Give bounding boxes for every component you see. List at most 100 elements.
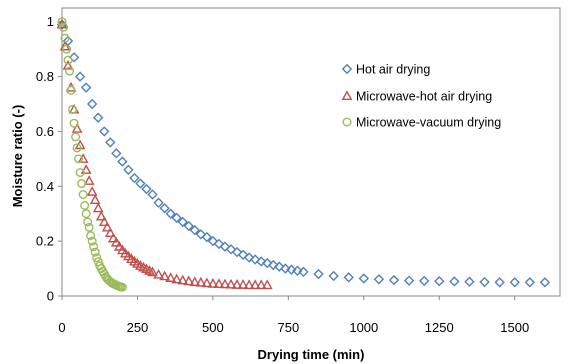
- data-point-circle: [89, 242, 99, 252]
- data-point-diamond: [388, 274, 400, 286]
- data-point-diamond: [68, 52, 80, 63]
- data-point-diamond: [358, 273, 370, 284]
- data-point-diamond: [117, 156, 128, 167]
- data-point-triangle: [237, 279, 249, 289]
- data-point-diamond: [524, 277, 536, 288]
- x-tick-label: 750: [278, 320, 300, 335]
- data-point-diamond: [183, 220, 194, 232]
- x-tick-label: 1250: [425, 320, 454, 335]
- legend-marker-diamond: [341, 63, 353, 75]
- data-point-circle: [77, 179, 87, 189]
- data-point-diamond: [449, 276, 460, 287]
- data-point-triangle: [249, 279, 261, 290]
- data-point-triangle: [107, 232, 119, 243]
- data-point-diamond: [74, 71, 86, 82]
- data-point-circle: [71, 132, 81, 142]
- data-point-triangle: [95, 210, 107, 221]
- data-point-diamond: [86, 98, 98, 110]
- legend-label: Microwave-hot air drying: [356, 90, 492, 104]
- y-tick-label: 0.6: [36, 124, 54, 139]
- data-point-diamond: [105, 137, 116, 148]
- data-point-diamond: [298, 266, 309, 278]
- data-point-triangle: [62, 59, 74, 70]
- data-point-diamond: [292, 265, 303, 276]
- data-point-circle: [87, 236, 97, 246]
- data-point-triangle: [77, 153, 89, 163]
- data-point-triangle: [189, 276, 201, 287]
- data-point-circle: [90, 247, 100, 257]
- data-point-circle: [59, 22, 69, 32]
- data-point-triangle: [98, 216, 110, 227]
- x-tick-label: 250: [127, 320, 149, 335]
- data-point-diamond: [286, 264, 297, 275]
- data-point-diamond: [225, 244, 237, 255]
- data-point-diamond: [434, 275, 445, 287]
- data-series: [56, 17, 551, 292]
- legend-marker-circle: [342, 117, 352, 127]
- data-point-triangle: [261, 279, 273, 290]
- data-point-triangle: [153, 268, 164, 279]
- data-point-diamond: [171, 212, 182, 224]
- data-point-circle: [75, 168, 85, 178]
- data-point-triangle: [71, 123, 83, 133]
- data-point-diamond: [135, 178, 146, 189]
- data-point-diamond: [80, 82, 92, 93]
- data-point-circle: [65, 66, 75, 76]
- data-point-diamond: [93, 112, 104, 123]
- data-point-triangle: [213, 278, 225, 288]
- data-point-diamond: [159, 203, 170, 214]
- data-point-triangle: [243, 279, 255, 290]
- y-axis-ticks: 0 0.2 0.4 0.6 0.8 1: [36, 14, 62, 304]
- data-point-triangle: [195, 276, 207, 287]
- data-point-diamond: [231, 246, 243, 258]
- data-point-circle: [72, 143, 82, 153]
- data-point-diamond: [373, 274, 385, 285]
- data-point-triangle: [147, 266, 158, 277]
- data-point-diamond: [494, 277, 505, 288]
- data-point-triangle: [177, 274, 189, 285]
- data-point-diamond: [280, 263, 291, 274]
- data-point-diamond: [141, 183, 152, 195]
- data-point-diamond: [123, 164, 134, 176]
- data-point-triangle: [201, 277, 213, 288]
- data-point-circle: [78, 190, 88, 200]
- data-point-circle: [84, 222, 94, 232]
- data-point-triangle: [104, 227, 116, 237]
- data-point-circle: [81, 209, 91, 219]
- data-point-circle: [62, 44, 72, 54]
- data-point-diamond: [464, 276, 475, 287]
- data-point-diamond: [328, 270, 339, 282]
- x-tick-label: 0: [58, 320, 65, 335]
- data-point-triangle: [165, 272, 177, 282]
- data-point-triangle: [80, 164, 92, 174]
- data-point-triangle: [207, 278, 219, 288]
- y-tick-label: 0.2: [36, 234, 54, 249]
- data-point-diamond: [189, 224, 200, 236]
- data-point-diamond: [219, 241, 231, 252]
- data-point-triangle: [219, 278, 231, 289]
- data-point-diamond: [418, 275, 430, 287]
- data-point-circle: [74, 154, 84, 164]
- data-point-diamond: [177, 216, 188, 228]
- data-point-diamond: [165, 208, 176, 219]
- legend-marker-triangle: [341, 90, 353, 101]
- data-point-diamond: [111, 148, 122, 159]
- data-point-diamond: [201, 231, 213, 243]
- data-point-triangle: [183, 275, 195, 286]
- data-point-circle: [60, 33, 70, 43]
- legend-label: Hot air drying: [356, 63, 430, 77]
- data-point-triangle: [89, 194, 101, 205]
- data-point-diamond: [195, 229, 207, 240]
- data-point-diamond: [99, 126, 110, 137]
- data-point-circle: [117, 282, 127, 292]
- data-point-diamond: [249, 254, 261, 265]
- data-point-diamond: [539, 277, 551, 288]
- data-point-circle: [57, 17, 67, 27]
- data-point-circle: [68, 104, 78, 114]
- data-point-circle: [80, 200, 90, 210]
- data-point-circle: [83, 217, 93, 227]
- data-point-diamond: [147, 189, 158, 200]
- data-point-triangle: [225, 278, 237, 289]
